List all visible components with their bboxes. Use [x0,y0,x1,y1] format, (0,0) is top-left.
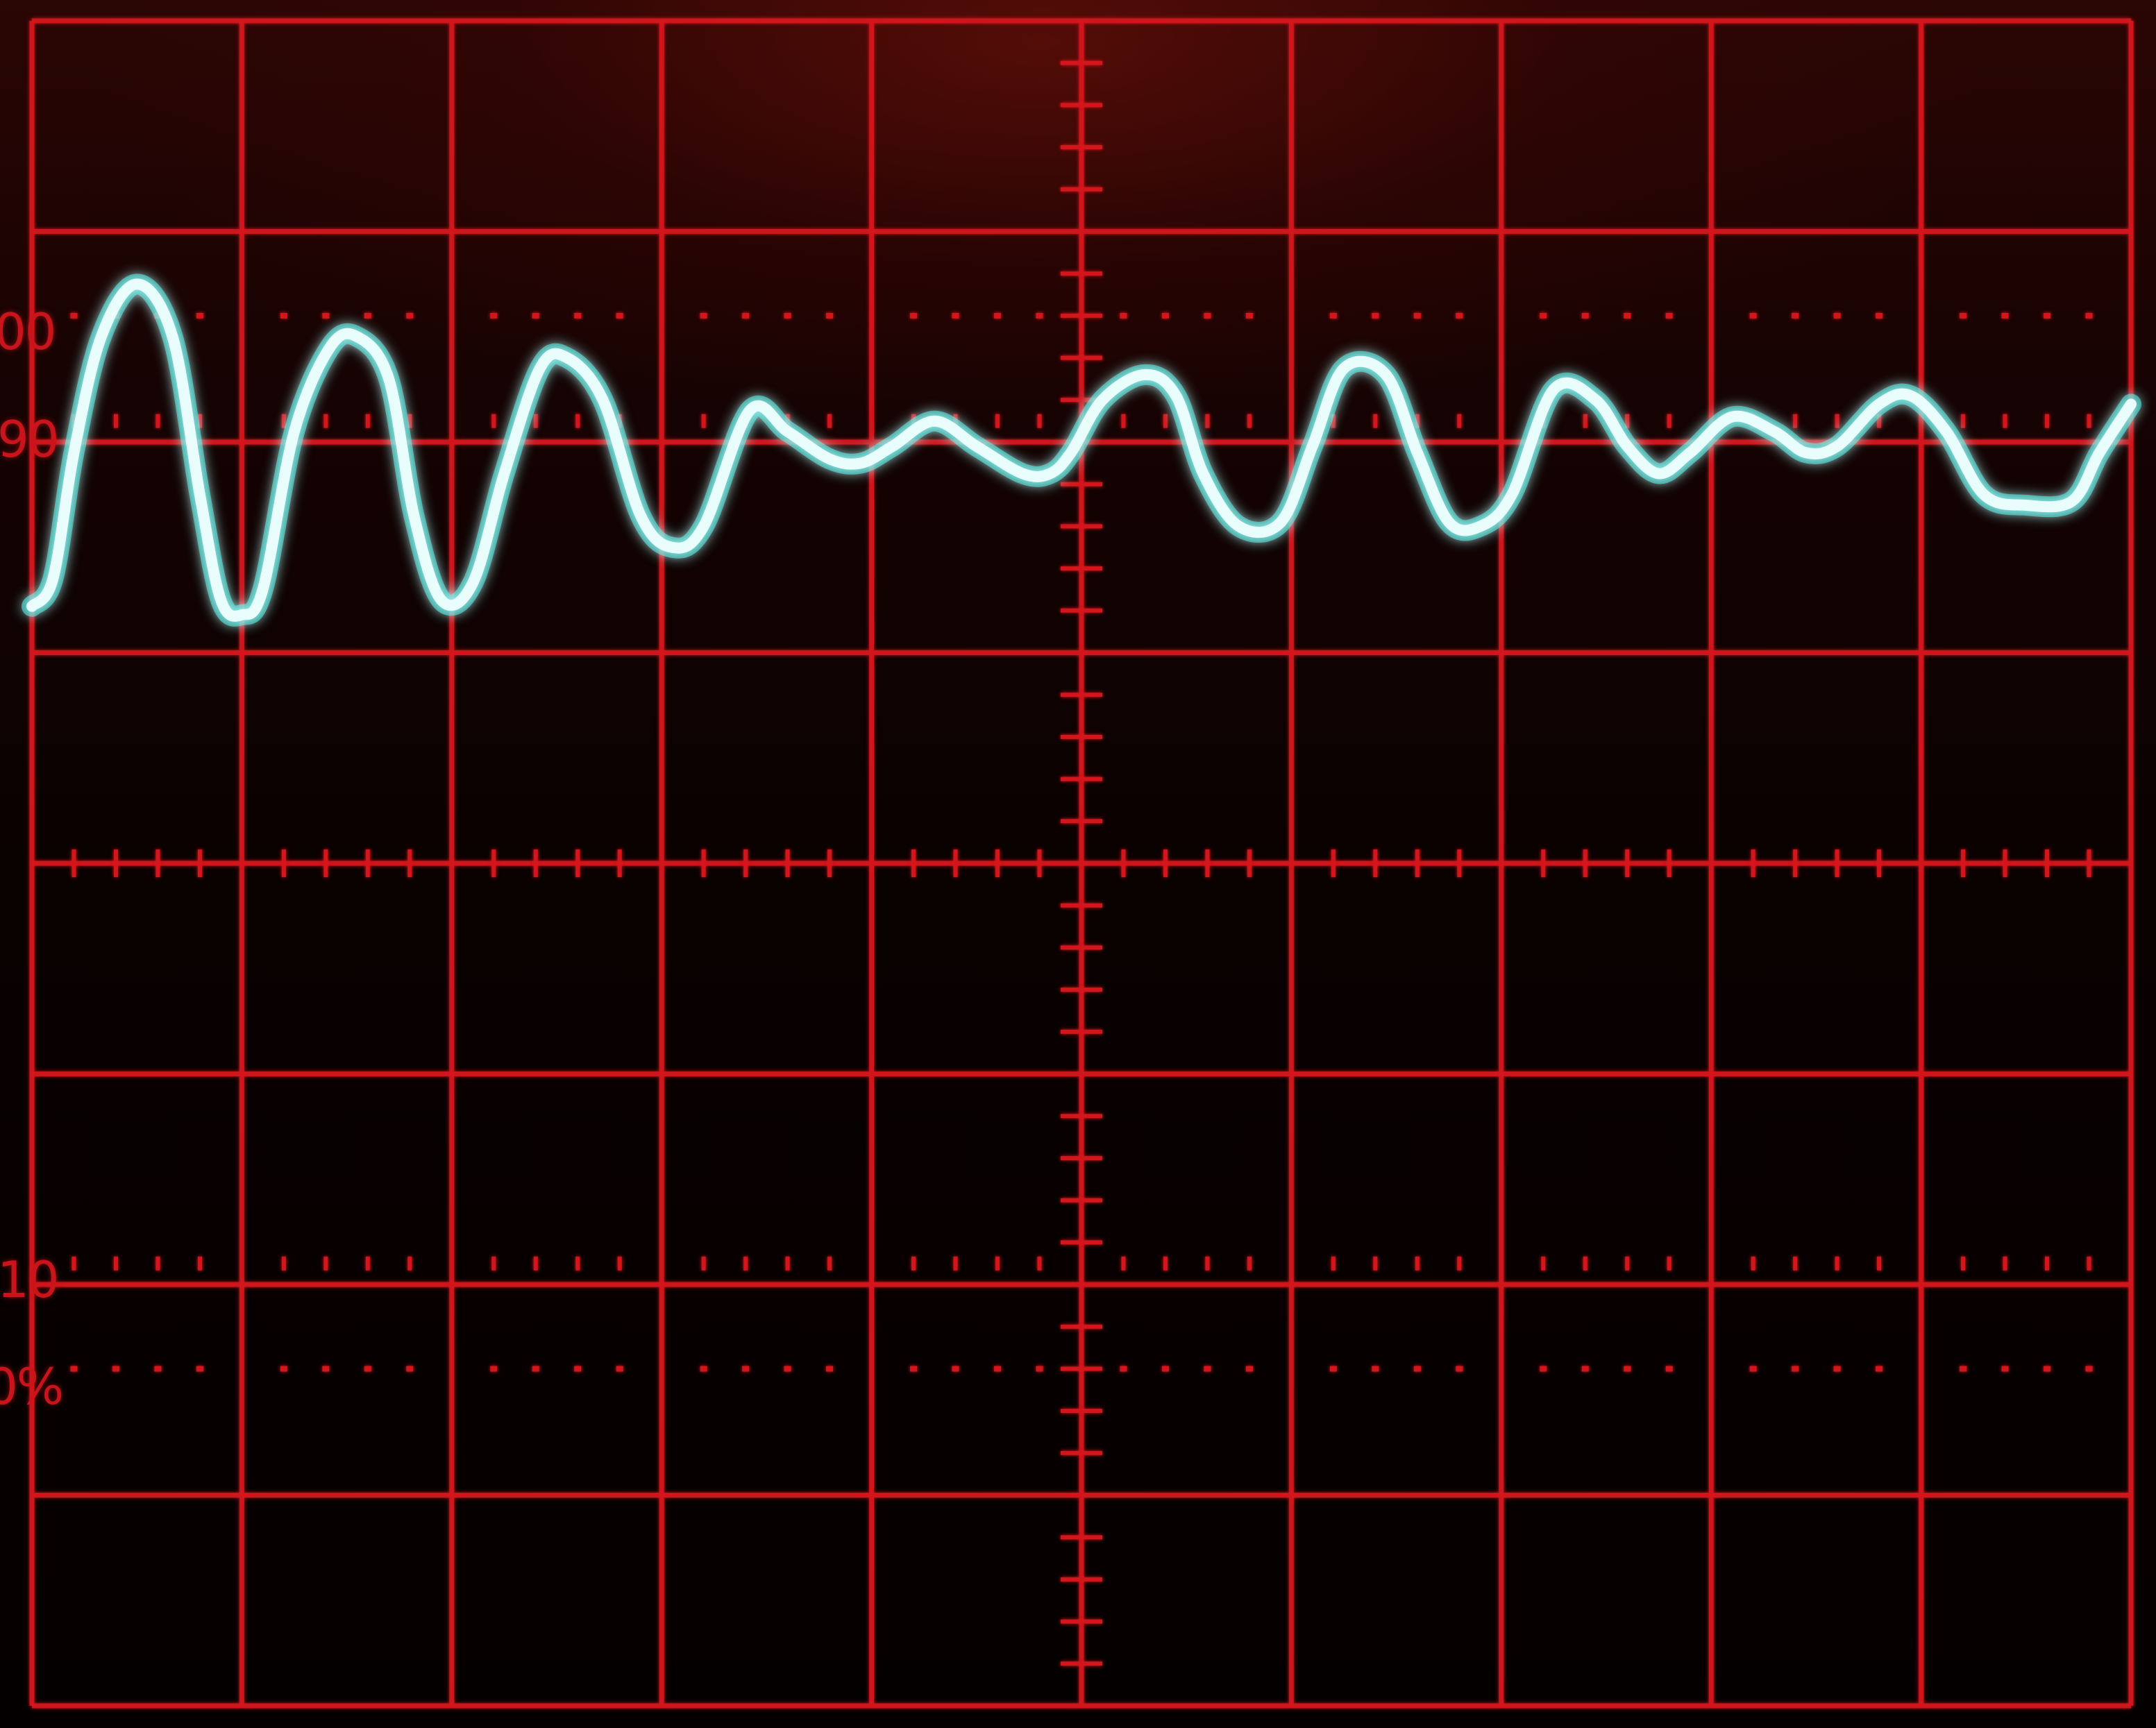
dotted-marker-dash [1204,1366,1211,1372]
dotted-marker-dash [700,1366,707,1372]
dotted-marker-dash [1624,1366,1631,1372]
waveform-trace-group [22,273,2141,627]
dotted-marker-dash [1245,312,1253,319]
dotted-marker-dash [280,312,287,319]
dotted-marker-dash [1624,312,1631,319]
dotted-marker-dash [2044,312,2051,319]
dotted-marker-dash [490,312,498,319]
dotted-marker-dash [1456,312,1463,319]
dotted-marker-dash [742,1366,750,1372]
dotted-marker-dash [196,312,203,319]
dotted-marker-dash [574,1366,582,1372]
dotted-marker-dash [1749,312,1757,319]
dotted-marker-dash [490,1366,498,1372]
dotted-marker-dash [1833,1366,1841,1372]
dotted-marker-dash [1413,312,1421,319]
marker-label-10: 10 [0,1251,60,1309]
dotted-marker-dash [1120,312,1127,319]
dotted-marker-dash [1749,1366,1757,1372]
dotted-marker-dash [70,1366,78,1372]
dotted-marker-dash [1665,1366,1673,1372]
dotted-marker-dash [532,312,539,319]
dotted-marker-dash [364,1366,371,1372]
minor-ticks [71,60,2091,1666]
dotted-marker-dash [280,1366,287,1372]
dotted-marker-dash [616,312,623,319]
dotted-marker-dash [1036,312,1043,319]
dotted-marker-dash [406,1366,414,1372]
dotted-marker-dash [2085,1366,2093,1372]
dotted-marker-dash [322,1366,330,1372]
dotted-marker-dash [1581,312,1589,319]
dotted-marker-dash [1581,1366,1589,1372]
marker-label-0: 0% [0,1357,64,1416]
waveform-trace [26,278,2137,622]
dotted-marker-dash [826,1366,834,1372]
dotted-marker-dash [784,312,791,319]
dotted-marker-dash [910,312,918,319]
dotted-marker-dash [616,1366,623,1372]
dotted-marker-dash [2044,1366,2051,1372]
dotted-marker-dash [1329,312,1337,319]
dotted-marker-dash [1540,1366,1547,1372]
dotted-marker-dash [196,1366,203,1372]
dotted-marker-dash [1456,1366,1463,1372]
dotted-marker-dash [1413,1366,1421,1372]
dotted-marker-dash [700,312,707,319]
dotted-marker-dash [1792,1366,1799,1372]
dotted-marker-dash [1329,1366,1337,1372]
dotted-marker-dash [1036,1366,1043,1372]
dotted-marker-dash [2001,1366,2009,1372]
dotted-marker-dash [952,1366,959,1372]
dotted-marker-dash [1665,312,1673,319]
dotted-marker-dash [952,312,959,319]
dotted-marker-dash [1204,312,1211,319]
dotted-marker-dash [1245,1366,1253,1372]
dotted-marker-dash [2085,312,2093,319]
dotted-marker-dash [406,312,414,319]
dotted-marker-dash [322,312,330,319]
dotted-marker-dash [1876,1366,1883,1372]
dotted-marker-dash [1960,1366,1967,1372]
dotted-marker-dash [1372,312,1379,319]
dotted-marker-dash [1833,312,1841,319]
dotted-marker-dash [1372,1366,1379,1372]
dotted-marker-dash [826,312,834,319]
marker-label-90: 90 [0,410,60,468]
dotted-marker-dash [1540,312,1547,319]
dotted-marker-dash [910,1366,918,1372]
dotted-marker-dash [1161,1366,1169,1372]
dotted-marker-dash [2001,312,2009,319]
dotted-marker-dash [1792,312,1799,319]
dotted-marker-dash [70,312,78,319]
dotted-marker-dash [1161,312,1169,319]
dotted-marker-dash [784,1366,791,1372]
dotted-marker-dash [1960,312,1967,319]
dotted-marker-dash [154,1366,162,1372]
dotted-marker-dash [1120,1366,1127,1372]
dotted-marker-dash [1876,312,1883,319]
dotted-marker-dash [574,312,582,319]
marker-label-100: 00 [0,303,57,361]
dotted-marker-dash [532,1366,539,1372]
dotted-marker-dash [742,312,750,319]
dotted-marker-dash [994,312,1002,319]
dotted-marker-dash [994,1366,1002,1372]
dotted-marker-dash [112,1366,119,1372]
dotted-marker-dash [364,312,371,319]
